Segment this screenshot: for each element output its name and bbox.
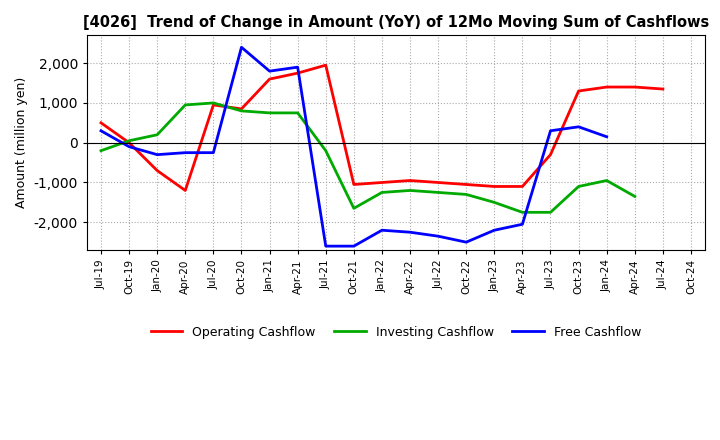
Investing Cashflow bbox=[575, 184, 583, 189]
Operating Cashflow bbox=[125, 140, 133, 145]
Operating Cashflow bbox=[96, 120, 105, 125]
Operating Cashflow bbox=[321, 62, 330, 68]
Free Cashflow bbox=[518, 222, 527, 227]
Operating Cashflow bbox=[293, 70, 302, 76]
Free Cashflow bbox=[209, 150, 217, 155]
Line: Operating Cashflow: Operating Cashflow bbox=[101, 65, 663, 191]
Line: Investing Cashflow: Investing Cashflow bbox=[101, 103, 635, 213]
Operating Cashflow bbox=[349, 182, 358, 187]
Operating Cashflow bbox=[265, 77, 274, 82]
Free Cashflow bbox=[96, 128, 105, 133]
Investing Cashflow bbox=[293, 110, 302, 116]
Investing Cashflow bbox=[490, 200, 499, 205]
Investing Cashflow bbox=[265, 110, 274, 116]
Legend: Operating Cashflow, Investing Cashflow, Free Cashflow: Operating Cashflow, Investing Cashflow, … bbox=[146, 321, 646, 344]
Investing Cashflow bbox=[181, 102, 189, 107]
Free Cashflow bbox=[490, 227, 499, 233]
Free Cashflow bbox=[265, 69, 274, 74]
Investing Cashflow bbox=[321, 148, 330, 153]
Operating Cashflow bbox=[575, 88, 583, 94]
Operating Cashflow bbox=[546, 152, 555, 157]
Free Cashflow bbox=[181, 150, 189, 155]
Free Cashflow bbox=[575, 124, 583, 129]
Investing Cashflow bbox=[96, 148, 105, 153]
Operating Cashflow bbox=[153, 168, 161, 173]
Free Cashflow bbox=[405, 230, 414, 235]
Free Cashflow bbox=[462, 239, 471, 245]
Operating Cashflow bbox=[603, 84, 611, 90]
Operating Cashflow bbox=[490, 184, 499, 189]
Free Cashflow bbox=[125, 144, 133, 149]
Operating Cashflow bbox=[377, 180, 386, 185]
Operating Cashflow bbox=[462, 182, 471, 187]
Free Cashflow bbox=[153, 152, 161, 157]
Investing Cashflow bbox=[349, 206, 358, 211]
Investing Cashflow bbox=[546, 210, 555, 215]
Free Cashflow bbox=[546, 128, 555, 133]
Free Cashflow bbox=[237, 44, 246, 50]
Free Cashflow bbox=[349, 243, 358, 249]
Investing Cashflow bbox=[125, 138, 133, 143]
Investing Cashflow bbox=[405, 188, 414, 193]
Operating Cashflow bbox=[518, 184, 527, 189]
Investing Cashflow bbox=[209, 100, 217, 106]
Operating Cashflow bbox=[181, 188, 189, 193]
Investing Cashflow bbox=[153, 132, 161, 137]
Investing Cashflow bbox=[462, 192, 471, 197]
Operating Cashflow bbox=[237, 106, 246, 112]
Investing Cashflow bbox=[518, 210, 527, 215]
Investing Cashflow bbox=[377, 190, 386, 195]
Line: Free Cashflow: Free Cashflow bbox=[101, 47, 607, 246]
Free Cashflow bbox=[321, 243, 330, 249]
Operating Cashflow bbox=[209, 102, 217, 107]
Y-axis label: Amount (million yen): Amount (million yen) bbox=[15, 77, 28, 209]
Free Cashflow bbox=[293, 65, 302, 70]
Investing Cashflow bbox=[631, 194, 639, 199]
Operating Cashflow bbox=[405, 178, 414, 183]
Investing Cashflow bbox=[433, 190, 442, 195]
Investing Cashflow bbox=[237, 108, 246, 114]
Operating Cashflow bbox=[659, 86, 667, 92]
Investing Cashflow bbox=[603, 178, 611, 183]
Free Cashflow bbox=[603, 134, 611, 139]
Operating Cashflow bbox=[433, 180, 442, 185]
Free Cashflow bbox=[377, 227, 386, 233]
Operating Cashflow bbox=[631, 84, 639, 90]
Free Cashflow bbox=[433, 234, 442, 239]
Title: [4026]  Trend of Change in Amount (YoY) of 12Mo Moving Sum of Cashflows: [4026] Trend of Change in Amount (YoY) o… bbox=[83, 15, 709, 30]
